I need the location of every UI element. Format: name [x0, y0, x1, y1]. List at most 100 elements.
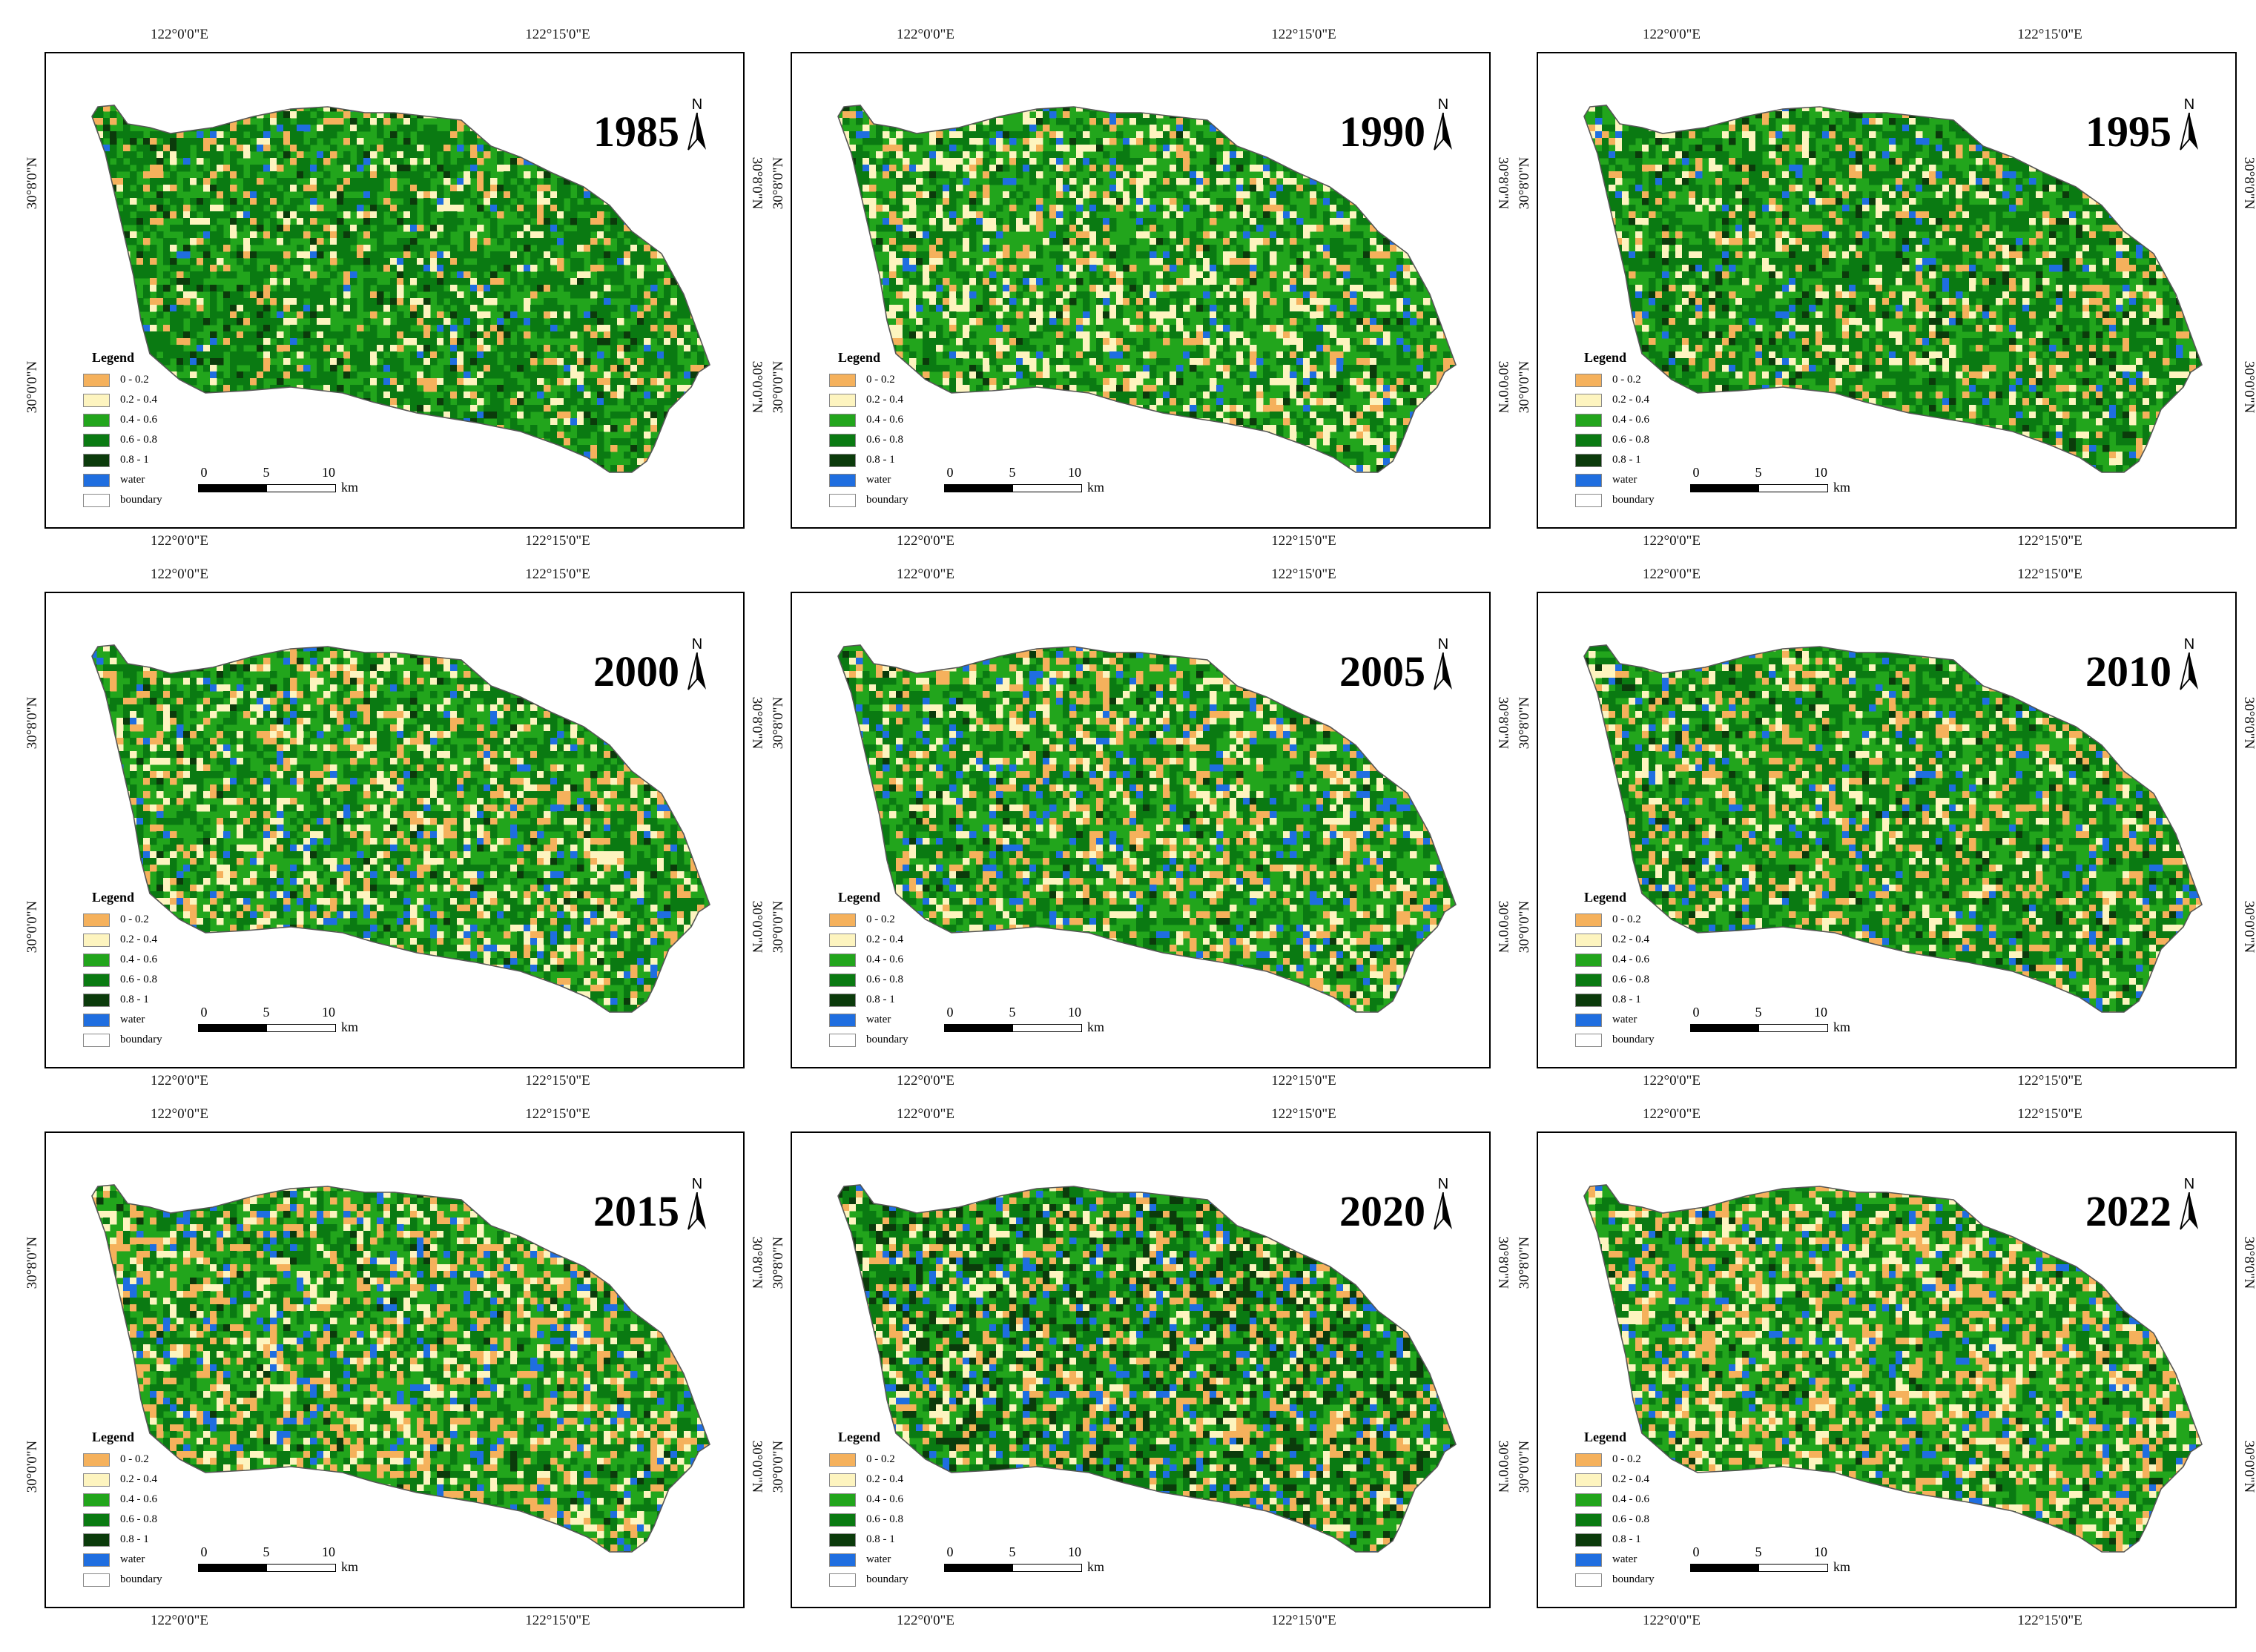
legend-swatch	[83, 473, 110, 487]
legend-item: water	[1575, 470, 1724, 490]
legend-label: 0 - 0.2	[120, 1453, 149, 1466]
legend-swatch	[83, 973, 110, 987]
lon-label-top-left: 122°0'0"E	[151, 27, 208, 43]
scale-segment-white	[266, 1564, 336, 1572]
lat-label-left-lower: 30°0'0"N	[1517, 882, 1533, 971]
scale-unit: km	[1833, 480, 1850, 495]
scale-tick-5: 5	[1009, 465, 1016, 480]
legend-label: 0.2 - 0.4	[866, 394, 903, 406]
legend-label: 0.4 - 0.6	[1612, 1493, 1649, 1506]
map-panel-1985: 122°0'0"E 122°15'0"E 122°0'0"E 122°15'0"…	[24, 27, 765, 549]
boundary-outline	[1583, 105, 2203, 473]
north-arrow: N	[2173, 96, 2206, 157]
legend-swatch	[1575, 1453, 1602, 1467]
legend-swatch	[829, 1553, 856, 1567]
boundary-outline	[837, 644, 1457, 1013]
legend: Legend 0 - 0.2 0.2 - 0.4 0.4 - 0.6 0.6 - 0.…	[1575, 890, 1724, 1050]
legend-item: 0.4 - 0.6	[1575, 1490, 1724, 1510]
legend-label: boundary	[120, 1034, 162, 1046]
legend-title: Legend	[92, 1430, 231, 1445]
scale-bar: 0 5 10 km	[1690, 1005, 1876, 1042]
legend-item: 0.2 - 0.4	[829, 390, 977, 410]
scale-tick-0: 0	[947, 1005, 954, 1020]
north-label: N	[2173, 636, 2206, 653]
legend-label: 0.2 - 0.4	[1612, 394, 1649, 406]
legend-swatch	[1575, 1553, 1602, 1567]
legend-swatch	[1575, 393, 1602, 407]
boundary-outline	[837, 1184, 1457, 1553]
legend: Legend 0 - 0.2 0.2 - 0.4 0.4 - 0.6 0.6 - 0.…	[829, 1430, 977, 1590]
legend-swatch	[83, 1453, 110, 1467]
lat-label-left-lower: 30°0'0"N	[24, 1422, 41, 1511]
lat-label-left-upper: 30°8'0"N	[1517, 139, 1533, 228]
legend-label: 0.4 - 0.6	[120, 1493, 157, 1506]
map-panel-2015: 122°0'0"E 122°15'0"E 122°0'0"E 122°15'0"…	[24, 1106, 765, 1628]
scale-segment-white	[1012, 484, 1082, 492]
lat-label-left-upper: 30°8'0"N	[771, 1218, 787, 1307]
lat-label-right-lower: 30°0'0"N	[2240, 343, 2256, 432]
legend-item: water	[829, 470, 977, 490]
legend-swatch	[829, 1453, 856, 1467]
lat-label-left-lower: 30°0'0"N	[771, 1422, 787, 1511]
legend-label: 0.6 - 0.8	[866, 1513, 903, 1526]
legend-label: 0.8 - 1	[120, 994, 149, 1006]
panel-year: 2010	[2085, 647, 2171, 696]
boundary-outline	[91, 1184, 710, 1553]
legend: Legend 0 - 0.2 0.2 - 0.4 0.4 - 0.6 0.6 - 0.…	[83, 1430, 231, 1590]
legend-swatch	[829, 1533, 856, 1547]
lat-label-right-upper: 30°8'0"N	[2240, 139, 2256, 228]
north-arrow: N	[1427, 96, 1460, 157]
lon-label-bottom-left: 122°0'0"E	[151, 533, 208, 549]
legend-label: 0.6 - 0.8	[866, 434, 903, 446]
legend-item: 0 - 0.2	[829, 910, 977, 930]
lon-label-bottom-left: 122°0'0"E	[897, 1613, 954, 1629]
legend-item: 0.2 - 0.4	[1575, 930, 1724, 950]
scale-tick-5: 5	[1009, 1005, 1016, 1020]
legend-item: 0.8 - 1	[829, 450, 977, 470]
scale-tick-0: 0	[947, 1544, 954, 1560]
legend-item: boundary	[829, 490, 977, 510]
panel-year: 2020	[1339, 1186, 1425, 1236]
lon-label-top-right: 122°15'0"E	[1271, 1106, 1336, 1123]
lon-label-top-left: 122°0'0"E	[1643, 1106, 1701, 1123]
island-map	[1583, 1184, 2203, 1553]
scale-unit: km	[341, 1559, 358, 1575]
legend-label: boundary	[1612, 494, 1655, 506]
lon-label-bottom-left: 122°0'0"E	[151, 1613, 208, 1629]
north-arrow-icon	[2180, 652, 2198, 690]
legend-item: 0.8 - 1	[1575, 990, 1724, 1010]
map-panel-2000: 122°0'0"E 122°15'0"E 122°0'0"E 122°15'0"…	[24, 566, 765, 1088]
boundary-outline	[837, 105, 1457, 473]
island-map	[837, 1184, 1457, 1553]
scale-tick-0: 0	[1693, 1005, 1700, 1020]
legend-swatch	[829, 493, 856, 507]
legend-item: boundary	[829, 1030, 977, 1050]
legend-swatch	[829, 953, 856, 967]
scale-bar: 0 5 10 km	[944, 1005, 1129, 1042]
panel-year: 1995	[2085, 107, 2171, 156]
north-arrow-icon	[687, 1192, 706, 1230]
legend-item: water	[83, 470, 231, 490]
north-arrow-icon	[1434, 113, 1452, 151]
lat-label-right-lower: 30°0'0"N	[748, 1422, 765, 1511]
lon-label-top-left: 122°0'0"E	[897, 1106, 954, 1123]
lon-label-bottom-right: 122°15'0"E	[1271, 1073, 1336, 1089]
legend-item: boundary	[83, 1570, 231, 1590]
lon-label-top-right: 122°15'0"E	[2017, 566, 2082, 583]
island-map	[91, 1184, 710, 1553]
lon-label-top-left: 122°0'0"E	[1643, 566, 1701, 583]
legend-item: water	[829, 1550, 977, 1570]
legend-label: 0 - 0.2	[120, 913, 149, 926]
north-label: N	[681, 636, 713, 653]
legend-item: 0 - 0.2	[1575, 1450, 1724, 1470]
legend: Legend 0 - 0.2 0.2 - 0.4 0.4 - 0.6 0.6 - 0.…	[829, 890, 977, 1050]
legend-item: 0.4 - 0.6	[1575, 950, 1724, 970]
legend-label: boundary	[120, 494, 162, 506]
legend-item: 0 - 0.2	[83, 910, 231, 930]
legend-swatch	[829, 1013, 856, 1027]
north-label: N	[2173, 1176, 2206, 1193]
lat-label-right-upper: 30°8'0"N	[1494, 1218, 1511, 1307]
legend-item: 0.8 - 1	[83, 450, 231, 470]
legend-label: water	[120, 474, 145, 486]
scale-tick-5: 5	[263, 465, 270, 480]
